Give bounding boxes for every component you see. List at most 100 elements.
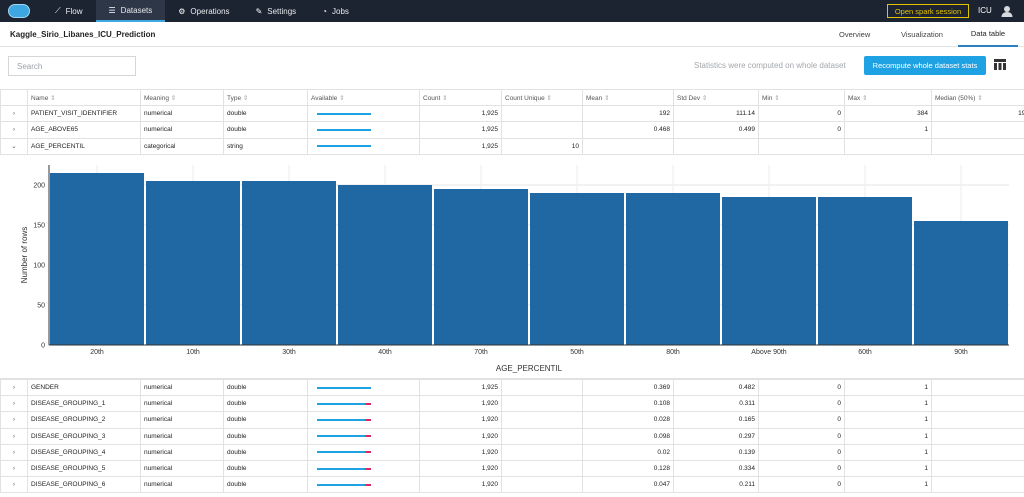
sort-icon[interactable]: ⇕ [48, 94, 56, 102]
cell-min: 0 [758, 459, 845, 478]
column-header[interactable]: Max ⇕ [844, 88, 932, 107]
cell-unique [501, 476, 583, 494]
expand-row-icon[interactable]: › [0, 459, 28, 478]
column-header[interactable]: Name ⇕ [27, 88, 141, 107]
dataset-title: Kaggle_Sirio_Libanes_ICU_Prediction [10, 30, 156, 39]
cell-mean: 0.028 [582, 411, 674, 429]
column-header-label: Name [31, 94, 49, 102]
table-row[interactable]: ⌄ AGE_PERCENTIL categorical string 1,925 10 [0, 137, 1024, 155]
sort-icon[interactable]: ⇕ [700, 94, 708, 102]
open-spark-session-button[interactable]: Open spark session [887, 4, 969, 18]
cell-meaning: numerical [140, 105, 224, 123]
nav-item-settings[interactable]: ✎ Settings [243, 0, 310, 22]
nav-item-jobs[interactable]: ◔ Jobs [309, 0, 362, 22]
cell-meaning: numerical [140, 427, 224, 445]
recompute-stats-button[interactable]: Recompute whole dataset stats [864, 56, 986, 75]
cell-count: 1,920 [419, 443, 502, 461]
sort-icon[interactable]: ⇕ [241, 94, 249, 102]
expand-row-icon[interactable]: › [0, 427, 28, 445]
bar-50th [530, 193, 624, 345]
column-header[interactable]: Std Dev ⇕ [673, 88, 759, 107]
cell-name: AGE_PERCENTIL [27, 137, 141, 155]
sort-icon[interactable]: ⇕ [975, 94, 983, 102]
bar-40th [338, 185, 432, 345]
table-row[interactable]: › AGE_ABOVE65 numerical double 1,925 0.468 0.4… [0, 121, 1024, 139]
column-header[interactable]: Type ⇕ [223, 88, 308, 107]
table-row[interactable]: › DISEASE_GROUPING_6 numerical double 1,920 0… [0, 476, 1024, 494]
cell-min: 0 [758, 427, 845, 445]
table-view-icon[interactable] [994, 59, 1006, 70]
column-header-label: Count [423, 94, 441, 102]
expand-row-icon[interactable]: › [0, 395, 28, 413]
user-avatar-icon[interactable] [1000, 4, 1014, 18]
column-header[interactable]: Min ⇕ [758, 88, 845, 107]
table-row[interactable]: › PATIENT_VISIT_IDENTIFIER numerical double… [0, 105, 1024, 123]
cell-unique [501, 378, 583, 397]
cell-std: 0.334 [673, 459, 759, 478]
cell-count: 1,920 [419, 395, 502, 413]
x-axis-title: AGE_PERCENTIL [496, 364, 563, 373]
sort-icon[interactable]: ⇕ [860, 94, 868, 102]
project-label[interactable]: ICU [978, 6, 992, 15]
expand-row-icon[interactable]: › [0, 378, 28, 397]
expand-row-icon[interactable]: › [0, 443, 28, 461]
dataiku-logo[interactable] [8, 4, 30, 18]
column-header[interactable]: Meaning ⇕ [140, 88, 224, 107]
cell-available [307, 395, 420, 413]
table-row[interactable]: › DISEASE_GROUPING_5 numerical double 1,920 0… [0, 459, 1024, 478]
column-header[interactable]: Count Unique ⇕ [501, 88, 583, 107]
cell-count: 1,925 [419, 137, 502, 155]
cell-std: 0.139 [673, 443, 759, 461]
sort-icon[interactable]: ⇕ [440, 94, 448, 102]
nav-item-datasets[interactable]: ☰ Datasets [95, 0, 166, 22]
x-tick-label: 50th [570, 349, 584, 356]
table-row[interactable]: › DISEASE_GROUPING_3 numerical double 1,920 0… [0, 427, 1024, 445]
sort-icon[interactable]: ⇕ [544, 94, 553, 102]
expand-row-icon[interactable]: › [0, 476, 28, 494]
column-header[interactable]: Count ⇕ [419, 88, 502, 107]
cell-type: double [223, 105, 308, 123]
sort-icon[interactable]: ⇕ [337, 94, 345, 102]
column-header[interactable]: Median (50%) ⇕ [931, 88, 1024, 107]
cell-std: 0.211 [673, 476, 759, 494]
column-header[interactable]: Available ⇕ [307, 88, 420, 107]
cell-count: 1,920 [419, 427, 502, 445]
expand-row-icon[interactable]: › [0, 411, 28, 429]
table-row[interactable]: › DISEASE_GROUPING_2 numerical double 1,920 0… [0, 411, 1024, 429]
sort-icon[interactable]: ⇕ [168, 94, 177, 102]
availability-bar [317, 467, 371, 470]
cell-std: 0.499 [673, 121, 759, 139]
cell-unique [501, 105, 583, 123]
availability-bar [317, 386, 371, 389]
expand-row-icon[interactable]: ⌄ [0, 137, 28, 155]
tab-overview[interactable]: Overview [839, 30, 871, 39]
nav-item-flow[interactable]: ⟋ Flow [42, 0, 96, 22]
cell-min: 0 [758, 395, 845, 413]
expand-row-icon[interactable]: › [0, 105, 28, 123]
cell-std [673, 137, 759, 155]
column-header-label: Meaning [144, 94, 169, 102]
sort-icon[interactable]: ⇕ [772, 94, 780, 102]
cell-std: 0.482 [673, 378, 759, 397]
cell-min: 0 [758, 121, 845, 139]
column-header-label: Min [762, 94, 773, 102]
cell-unique: 10 [501, 137, 583, 155]
cell-name: DISEASE_GROUPING_3 [27, 427, 141, 445]
cell-available [307, 427, 420, 445]
operations-gear-icon: ⚙ [178, 6, 186, 16]
cell-name: DISEASE_GROUPING_2 [27, 411, 141, 429]
search-input[interactable] [8, 56, 136, 76]
table-row[interactable]: › DISEASE_GROUPING_4 numerical double 1,920 0… [0, 443, 1024, 461]
cell-unique [501, 411, 583, 429]
tab-visualization[interactable]: Visualization [901, 30, 943, 39]
expand-row-icon[interactable]: › [0, 121, 28, 139]
nav-item-operations[interactable]: ⚙ Operations [165, 0, 242, 22]
sort-icon[interactable]: ⇕ [602, 94, 610, 102]
cell-unique [501, 395, 583, 413]
tab-data-table[interactable]: Data table [958, 22, 1018, 47]
cell-available [307, 411, 420, 429]
cell-count: 1,925 [419, 105, 502, 123]
column-header[interactable]: Mean ⇕ [582, 88, 674, 107]
table-row[interactable]: › DISEASE_GROUPING_1 numerical double 1,920 0… [0, 395, 1024, 413]
